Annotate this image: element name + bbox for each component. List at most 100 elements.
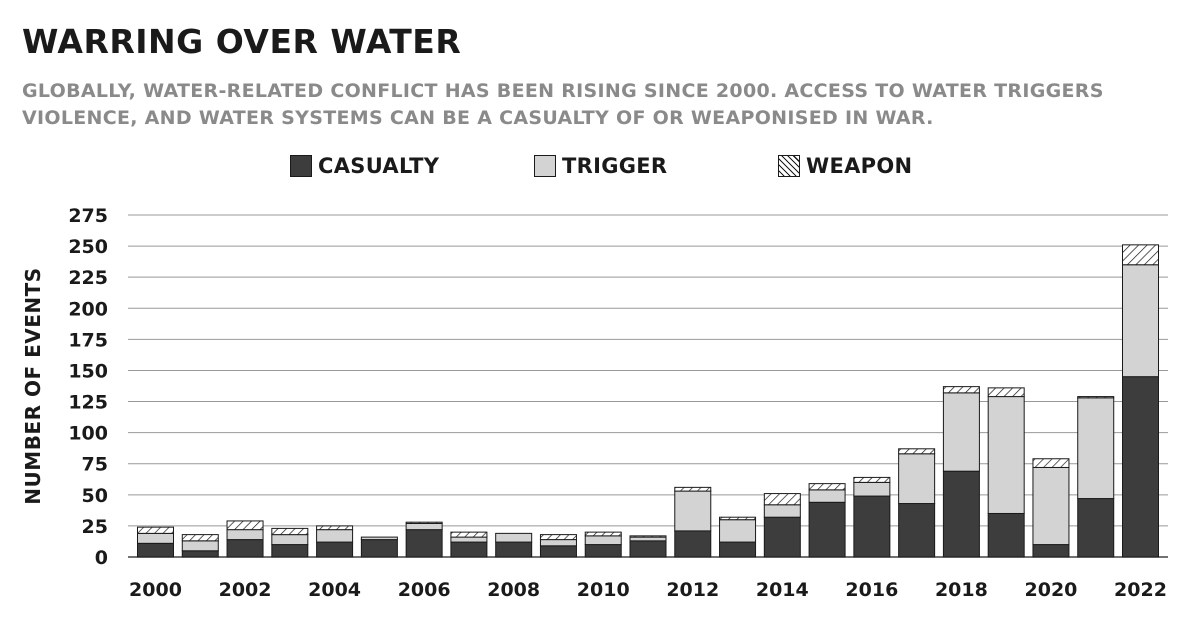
legend-label-weapon: WEAPON xyxy=(806,154,913,178)
bar-stack xyxy=(1122,244,1159,558)
bar-segment-trigger xyxy=(316,529,354,543)
bar-stack xyxy=(987,387,1025,558)
bar-segment-trigger xyxy=(450,536,488,543)
bar-segment-casualty xyxy=(942,470,980,558)
bar-segment-casualty xyxy=(674,530,712,558)
bar-segment-casualty xyxy=(1077,498,1115,558)
y-tick-label: 100 xyxy=(68,423,108,445)
x-tick-label: 2012 xyxy=(666,579,719,601)
bar-segment-trigger xyxy=(674,490,712,532)
bar-segment-weapon xyxy=(539,534,577,541)
bar-segment-weapon xyxy=(1077,396,1115,399)
bar-segment-casualty xyxy=(226,539,264,558)
y-tick-label: 225 xyxy=(68,267,108,289)
bar-segment-casualty xyxy=(584,544,622,558)
bar-segment-weapon xyxy=(719,516,757,521)
x-tick-label: 2002 xyxy=(219,579,272,601)
y-tick-label: 50 xyxy=(82,485,108,507)
bar-stack xyxy=(808,483,846,558)
bar-segment-trigger xyxy=(271,534,309,546)
bar-segment-weapon xyxy=(450,531,488,538)
bar-stack xyxy=(763,493,801,558)
bar-stack xyxy=(584,531,622,558)
bar-segment-trigger xyxy=(137,532,174,544)
legend-swatch-trigger xyxy=(534,155,556,177)
bar-segment-casualty xyxy=(987,512,1025,558)
bar-segment-weapon xyxy=(271,527,309,536)
bar-stack xyxy=(316,525,354,558)
x-tick-label: 2000 xyxy=(129,579,182,601)
bar-stack xyxy=(271,527,309,558)
bar-stack xyxy=(1077,396,1115,558)
bar-segment-trigger xyxy=(1122,264,1159,378)
bar-segment-trigger xyxy=(360,536,398,541)
x-tick-label: 2014 xyxy=(756,579,809,601)
bar-stack xyxy=(360,536,398,558)
x-tick-label: 2008 xyxy=(487,579,540,601)
bar-segment-weapon xyxy=(405,521,443,524)
bar-stack xyxy=(853,476,891,558)
bar-segment-casualty xyxy=(271,544,309,558)
chart-subtitle: GLOBALLY, WATER-RELATED CONFLICT HAS BEE… xyxy=(22,80,1104,129)
bar-segment-casualty xyxy=(316,541,354,558)
bar-segment-trigger xyxy=(942,392,980,472)
bar-segment-trigger xyxy=(898,453,936,505)
bar-segment-weapon xyxy=(674,486,712,492)
bar-segment-casualty xyxy=(853,495,891,558)
legend-swatch-weapon xyxy=(778,155,800,177)
bar-segment-weapon xyxy=(763,493,801,506)
bar-segment-trigger xyxy=(181,540,219,552)
bar-segment-weapon xyxy=(808,483,846,491)
bar-segment-trigger xyxy=(1032,466,1070,546)
legend-label-casualty: CASUALTY xyxy=(318,154,440,178)
bar-segment-casualty xyxy=(495,541,533,558)
bar-segment-weapon xyxy=(987,387,1025,398)
bar-stack xyxy=(137,526,174,558)
bar-segment-weapon xyxy=(1032,458,1070,468)
legend-swatch-casualty xyxy=(290,155,312,177)
bar-stack xyxy=(181,534,219,558)
legend-label-trigger: TRIGGER xyxy=(562,154,668,178)
bar-segment-weapon xyxy=(316,525,354,531)
bar-segment-casualty xyxy=(1032,544,1070,558)
chart-title: WARRING OVER WATER xyxy=(22,22,462,61)
bar-segment-casualty xyxy=(450,541,488,558)
y-tick-label: 0 xyxy=(95,547,108,569)
bar-segment-weapon xyxy=(137,526,174,534)
bar-stack xyxy=(226,520,264,558)
bar-segment-trigger xyxy=(629,536,667,542)
bar-segment-trigger xyxy=(495,532,533,543)
bar-stack xyxy=(495,532,533,558)
bar-segment-trigger xyxy=(1077,397,1115,500)
legend: CASUALTY TRIGGER WEAPON xyxy=(0,150,1194,184)
y-axis-ticks: 0 25 50 75 100 125 150 175 200 225 250 275 xyxy=(68,205,108,569)
x-axis-ticks: 2000 2002 2004 2006 2008 2010 2012 2014 2016 2018… xyxy=(129,579,1167,601)
x-tick-label: 2020 xyxy=(1025,579,1078,601)
bar-segment-casualty xyxy=(629,540,667,558)
bar-stack xyxy=(405,521,443,558)
bar-segment-casualty xyxy=(763,516,801,558)
x-tick-label: 2006 xyxy=(398,579,451,601)
bar-stack xyxy=(450,531,488,558)
legend-item-trigger: TRIGGER xyxy=(534,154,667,178)
bar-segment-casualty xyxy=(137,542,174,558)
bar-segment-weapon xyxy=(181,534,219,542)
bar-segment-casualty xyxy=(360,539,398,558)
bar-segment-weapon xyxy=(584,531,622,537)
bar-stack xyxy=(629,535,667,558)
bar-stack xyxy=(674,486,712,558)
bar-segment-casualty xyxy=(539,545,577,558)
bar-segment-trigger xyxy=(987,396,1025,514)
bar-segment-weapon xyxy=(853,476,891,483)
bar-segment-weapon xyxy=(1122,244,1159,266)
y-tick-label: 150 xyxy=(68,360,108,382)
y-tick-label: 75 xyxy=(82,454,108,476)
bar-segment-casualty xyxy=(808,501,846,558)
bar-stack xyxy=(539,534,577,558)
bar-segment-trigger xyxy=(539,539,577,547)
bar-segment-weapon xyxy=(226,520,264,531)
bar-segment-casualty xyxy=(181,550,219,558)
bar-segment-trigger xyxy=(719,519,757,543)
y-tick-label: 275 xyxy=(68,205,108,227)
